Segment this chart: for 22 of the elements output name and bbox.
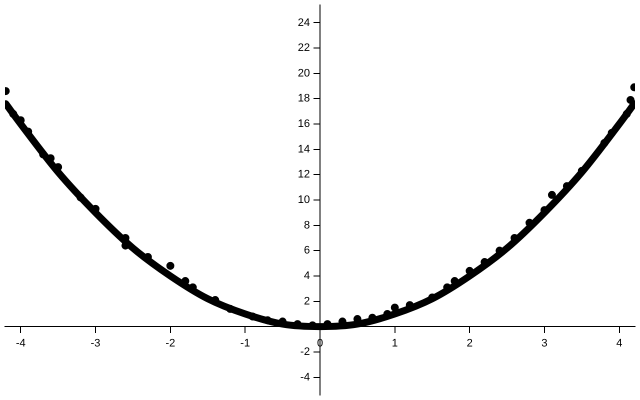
y-tick-label: 20 [298, 67, 310, 80]
y-tick-label: 18 [298, 92, 310, 105]
y-tick-label: 14 [298, 143, 310, 156]
x-tick-label: 2 [466, 337, 473, 350]
y-tick-label: 8 [304, 219, 310, 232]
x-tick-label: -2 [165, 337, 176, 350]
y-tick-label: 2 [304, 295, 310, 308]
x-tick-label: -4 [16, 337, 26, 350]
y-tick-label: 16 [298, 118, 310, 130]
y-tick-label: 24 [298, 16, 310, 29]
y-tick-label: -2 [300, 346, 310, 358]
x-tick-label: 1 [392, 337, 398, 350]
y-tick-label: 6 [304, 244, 310, 257]
x-tick-label: -1 [240, 337, 250, 350]
y-tick-label: 10 [298, 194, 310, 206]
y-tick-label: 4 [304, 270, 310, 282]
x-tick-label: 4 [616, 337, 622, 350]
y-tick-label: -4 [300, 371, 310, 384]
x-tick-label: 3 [541, 337, 548, 350]
x-tick-label: -3 [90, 337, 100, 350]
y-tick-label: 12 [298, 168, 310, 181]
y-tick-label: 22 [298, 42, 310, 54]
